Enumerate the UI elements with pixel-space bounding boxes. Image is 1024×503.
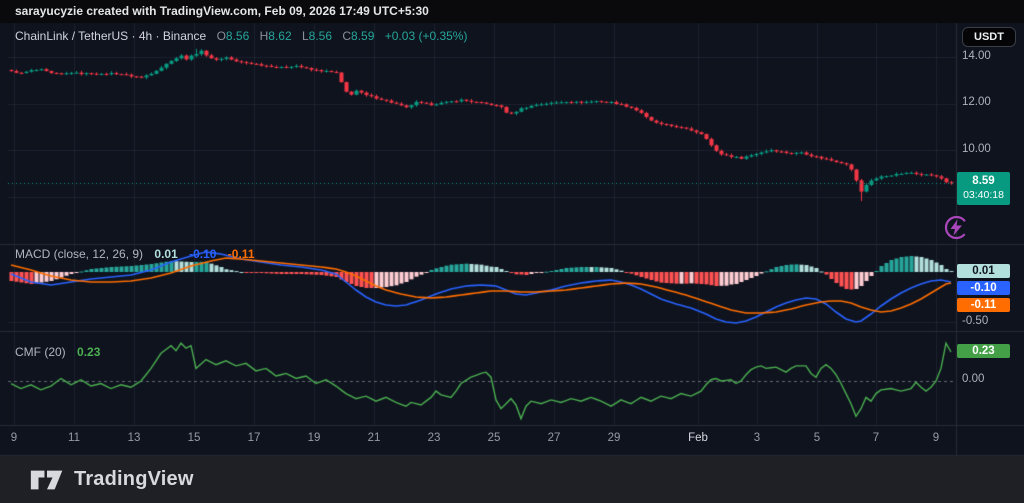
time-axis-tick: 23 [427,432,441,444]
macd-signal-value: -0.11 [227,247,255,261]
macd-signal-badge: -0.11 [957,298,1010,312]
time-axis-tick: 19 [307,432,321,444]
last-price-badge: 8.59 03:40:18 [957,172,1010,205]
time-axis-tick: 7 [872,432,880,444]
symbol-title[interactable]: ChainLink / TetherUS · 4h · Binance [15,29,207,43]
tradingview-logo-icon[interactable] [30,468,64,492]
ohlc-open: O8.56 [216,29,250,43]
footer-bar: TradingView [0,456,1024,503]
time-axis-tick: 11 [68,432,80,444]
macd-title[interactable]: MACD (close, 12, 26, 9) [15,247,144,261]
tradingview-wordmark[interactable]: TradingView [74,468,194,490]
watermark-bar: sarayucyzie created with TradingView.com… [0,0,1024,23]
cmf-axis-label: 0.00 [962,373,985,385]
time-axis-tick: 9 [10,432,18,444]
time-axis-tick: 3 [753,432,761,444]
time-axis-tick: 13 [127,432,141,444]
price-axis-tick: 14.00 [962,50,991,62]
time-axis-tick: 15 [187,432,201,444]
ohlc-low: L8.56 [301,29,333,43]
cmf-title[interactable]: CMF (20) [15,345,66,359]
macd-line-value: -0.10 [189,247,217,261]
time-axis-tick: 17 [247,432,261,444]
time-axis-tick: 27 [547,432,561,444]
symbol-legend: ChainLink / TetherUS · 4h · Binance O8.5… [15,29,467,43]
cmf-value: 0.23 [77,345,101,359]
time-axis[interactable]: 9 11 13 15 17 19 21 23 25 27 29 Feb 3 5 7 9 [0,426,956,455]
time-axis-tick: 9 [932,432,940,444]
time-axis-tick: 29 [607,432,621,444]
price-axis-tick: 12.00 [962,96,991,108]
last-price-value: 8.59 [972,175,995,187]
time-axis-tick: 5 [813,432,821,444]
ohlc-high: H8.62 [259,29,292,43]
time-axis-tick: 21 [367,432,381,444]
cmf-legend: CMF (20) 0.23 [15,345,100,359]
cmf-badge: 0.23 [957,344,1010,358]
flash-boost-icon[interactable] [944,215,969,240]
bar-countdown: 03:40:18 [963,189,1004,201]
time-axis-tick: Feb [688,432,708,444]
cmf-pane[interactable] [0,332,956,425]
price-axis-tick: 10.00 [962,143,991,155]
price-change: +0.03 (+0.35%) [384,29,468,43]
watermark-text: sarayucyzie created with TradingView.com… [15,4,429,18]
currency-toggle-button[interactable]: USDT [962,27,1016,47]
macd-legend: MACD (close, 12, 26, 9) 0.01 -0.10 -0.11 [15,247,255,261]
macd-line-badge: -0.10 [957,281,1010,295]
macd-hist-value: 0.01 [154,247,178,261]
time-axis-tick: 25 [487,432,501,444]
macd-axis-label: -0.50 [962,315,989,327]
ohlc-close: C8.59 [342,29,375,43]
price-pane[interactable] [0,23,956,244]
macd-hist-badge: 0.01 [957,264,1010,278]
